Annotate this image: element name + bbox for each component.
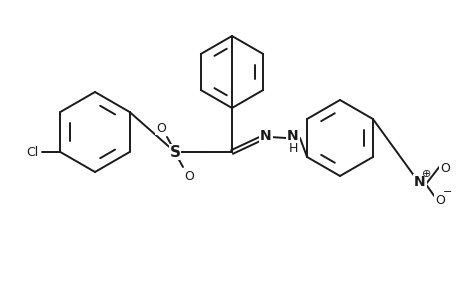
Text: Cl: Cl <box>26 146 39 158</box>
Text: −: − <box>442 187 452 197</box>
Text: O: O <box>156 122 166 134</box>
Text: O: O <box>439 161 449 175</box>
Text: H: H <box>288 142 297 154</box>
Text: N: N <box>413 175 425 189</box>
Text: O: O <box>434 194 444 206</box>
Text: S: S <box>169 145 180 160</box>
Text: O: O <box>184 169 194 182</box>
Text: ⊕: ⊕ <box>421 169 431 179</box>
Text: N: N <box>286 129 298 143</box>
Text: N: N <box>260 129 271 143</box>
